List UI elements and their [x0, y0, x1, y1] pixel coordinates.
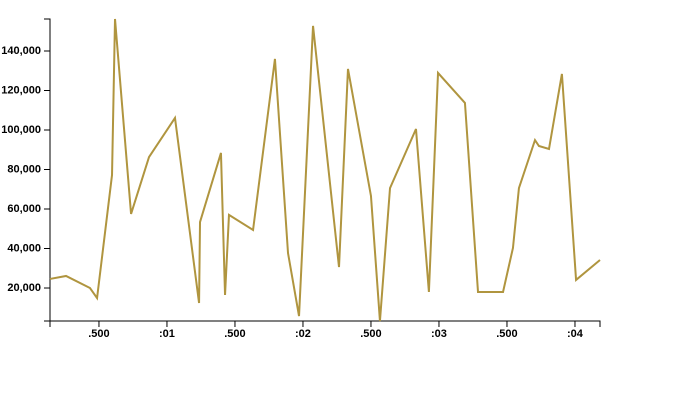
x-tick-label: :02	[295, 328, 311, 340]
x-tick-label: .500	[496, 328, 517, 340]
x-tick-label: .500	[88, 328, 109, 340]
x-tick-label: .500	[360, 328, 381, 340]
x-axis-line	[49, 320, 601, 327]
data-line	[49, 18, 601, 322]
x-tick-label: .500	[224, 328, 245, 340]
y-tick-label: 120,000	[1, 84, 41, 96]
x-tick-label: :01	[159, 328, 175, 340]
x-tick-label: :04	[567, 328, 584, 340]
x-tick-label: :03	[431, 328, 447, 340]
y-tick-label: 140,000	[1, 45, 41, 57]
y-tick-label: 80,000	[7, 163, 41, 175]
y-tick-label: 100,000	[1, 124, 41, 136]
y-tick-label: 60,000	[7, 203, 41, 215]
y-tick-label: 40,000	[7, 242, 41, 254]
y-tick-label: 20,000	[7, 282, 41, 294]
